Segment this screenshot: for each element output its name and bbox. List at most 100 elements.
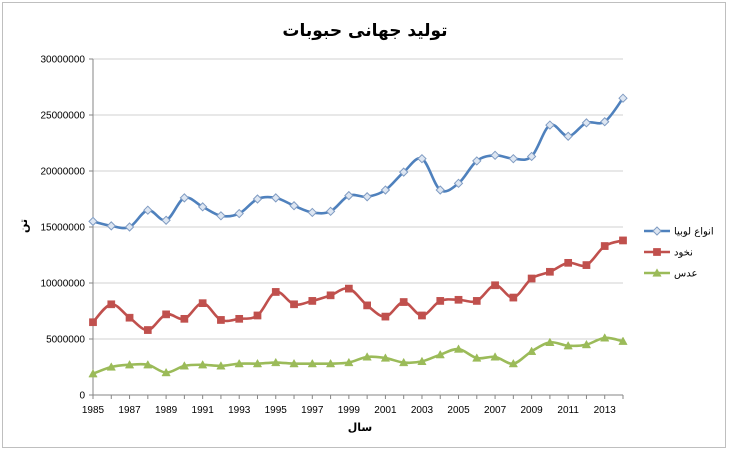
data-point-2-19 [435,349,445,359]
legend-item-2: عدس [644,268,697,280]
data-point-2-20 [453,344,464,353]
y-tick-label-5: 25000000 [41,111,86,122]
data-point-1-9 [253,311,262,320]
y-tick-label-3: 15000000 [41,223,86,234]
data-point-0-0 [88,216,98,227]
data-point-0-1 [106,221,116,231]
data-point-1-27 [582,261,591,269]
data-point-1-22 [491,281,499,290]
x-tick-label-6: 1997 [301,405,324,416]
data-point-1-8 [235,314,244,323]
data-point-0-25 [545,120,555,130]
series-1 [89,236,627,334]
data-point-0-21 [472,156,482,166]
data-point-0-19 [435,185,445,195]
data-point-0-16 [380,185,391,195]
data-point-0-4 [161,215,171,225]
data-point-0-2 [124,222,135,232]
data-point-2-21 [472,353,482,362]
data-point-2-18 [417,356,427,366]
data-point-1-6 [198,299,207,308]
data-point-2-7 [216,361,226,370]
data-point-0-28 [600,117,610,127]
data-point-0-6 [197,202,208,212]
y-tick-labels: 0 5000000 10000000 15000000 20000000 25000000… [41,55,86,402]
data-point-2-3 [143,360,153,369]
data-point-1-10 [271,288,280,296]
data-point-2-25 [545,337,555,346]
x-tick-label-0: 1985 [82,405,105,416]
data-point-1-1 [107,300,116,309]
series-line-0 [91,96,625,230]
x-tick-label-12: 2009 [520,405,543,416]
data-point-2-17 [399,357,409,367]
data-point-2-2 [124,360,135,369]
data-point-2-16 [380,353,391,362]
data-point-2-11 [289,358,299,368]
data-point-0-7 [216,211,226,221]
x-tick-label-7: 1999 [338,405,361,416]
legend-marker-0 [652,226,662,236]
data-point-2-4 [161,367,171,377]
data-point-0-24 [526,151,537,162]
data-point-0-15 [362,192,372,202]
chart-svg: تولید جهانی حبوبات 0 5000000 10000000 15000… [17,21,714,434]
y-tick-label-4: 20000000 [41,167,86,178]
data-point-0-20 [453,178,464,189]
data-point-0-17 [398,167,409,177]
data-point-0-27 [581,118,592,128]
data-point-0-5 [179,193,190,203]
series-line-2 [91,336,625,376]
x-tick-label-9: 2003 [411,405,434,416]
x-tick-labels: 1985 1987 1989 1991 1993 1995 1997 1999 2001 2003… [82,405,616,416]
y-tick-label-6: 30000000 [41,55,86,66]
data-point-2-26 [563,341,573,350]
data-point-1-24 [527,274,536,283]
data-point-1-17 [399,298,408,306]
legend-label-1: نخود [674,248,693,259]
legend-item-1: نخود [644,248,693,259]
chart-title: تولید جهانی حبوبات [282,21,447,41]
data-point-0-23 [508,153,519,164]
data-point-0-13 [325,206,336,217]
data-point-1-4 [162,310,170,319]
data-point-1-25 [546,267,554,276]
x-axis-title: سال [348,421,373,434]
data-point-1-20 [454,295,463,304]
data-point-0-8 [234,208,244,219]
data-point-1-28 [600,242,609,250]
x-tick-label-3: 1991 [192,405,215,416]
data-point-0-12 [307,207,318,218]
data-point-2-6 [198,360,208,369]
x-tick-label-2: 1989 [155,405,178,416]
series-2 [88,333,628,378]
x-tick-label-11: 2007 [484,405,507,416]
x-tick-label-14: 2013 [594,405,617,416]
data-point-0-26 [563,131,573,141]
data-point-2-27 [581,339,592,349]
legend-marker-2 [652,268,662,277]
data-point-1-2 [125,313,134,322]
x-tick-label-8: 2001 [374,405,397,416]
series-group [88,93,628,378]
data-point-2-8 [234,358,244,368]
axes [89,58,624,399]
data-point-2-15 [362,352,372,361]
y-tick-label-2: 10000000 [41,279,86,290]
data-point-0-3 [143,205,153,215]
data-point-2-0 [88,369,98,378]
data-point-2-28 [600,333,610,342]
data-point-1-23 [509,293,518,302]
data-point-1-18 [418,311,426,320]
data-point-1-13 [326,291,335,300]
x-tick-label-4: 1993 [228,405,251,416]
data-point-0-18 [417,153,427,164]
data-point-1-11 [290,300,298,309]
data-point-0-11 [289,201,299,211]
y-axis-title: تن [17,219,30,233]
legend-marker-1 [653,248,661,256]
data-point-1-16 [381,312,390,321]
data-point-2-24 [526,346,537,355]
data-point-2-1 [106,362,116,371]
x-tick-label-1: 1987 [118,405,141,416]
